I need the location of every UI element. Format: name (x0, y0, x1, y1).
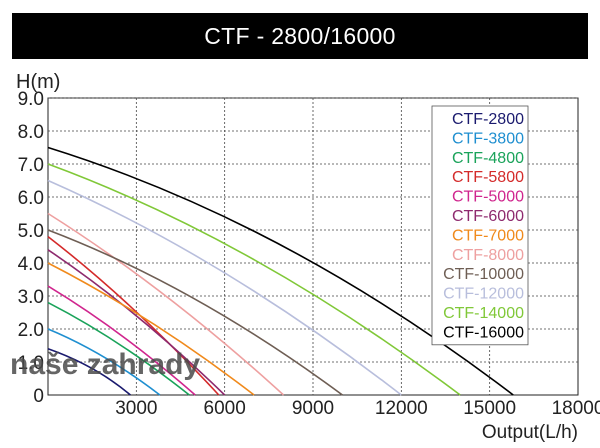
series-line-ctf-6000 (47, 249, 226, 396)
series-line-ctf-5800 (47, 235, 220, 396)
y-tick-label: 0 (33, 386, 44, 407)
watermark-text: naše zahrady (10, 348, 200, 381)
series-line-ctf-8000 (47, 212, 285, 396)
y-tick-label: 9.0 (18, 89, 44, 110)
y-tick-label: 7.0 (18, 155, 44, 176)
x-tick-label: 18000 (552, 398, 600, 419)
legend-entry-ctf-6000: CTF-6000 (452, 208, 524, 225)
x-tick-label: 15000 (463, 398, 516, 419)
series-line-ctf-7000 (47, 262, 255, 396)
x-tick-label: 3000 (115, 398, 157, 419)
series-line-ctf-2800 (47, 348, 131, 396)
legend-entry-ctf-4800: CTF-4800 (452, 150, 524, 167)
x-tick-label: 12000 (375, 398, 428, 419)
legend-entry-ctf-16000: CTF-16000 (443, 324, 524, 341)
legend-entry-ctf-7000: CTF-7000 (452, 227, 524, 244)
x-tick-label: 9000 (292, 398, 334, 419)
y-tick-label: 8.0 (18, 122, 44, 143)
y-axis-label: H(m) (16, 71, 60, 93)
legend-entry-ctf-2800: CTF-2800 (452, 111, 524, 128)
legend-entry-ctf-10000: CTF-10000 (443, 266, 524, 283)
legend-entry-ctf-3800: CTF-3800 (452, 130, 524, 147)
legend-entry-ctf-12000: CTF-12000 (443, 286, 524, 303)
legend-entry-ctf-8000: CTF-8000 (452, 247, 524, 264)
series-line-ctf-12000 (47, 179, 402, 396)
series-line-ctf-4800 (47, 301, 190, 396)
x-axis-label: Output(L/h) (482, 422, 578, 443)
y-tick-label: 4.0 (18, 254, 44, 275)
series-line-ctf-3800 (47, 328, 161, 396)
legend-entry-ctf-5800: CTF-5800 (452, 169, 524, 186)
y-tick-label: 5.0 (18, 221, 44, 242)
series-line-ctf-10000 (47, 229, 343, 396)
legend-entry-ctf-14000: CTF-14000 (443, 305, 524, 322)
y-tick-label: 3.0 (18, 287, 44, 308)
x-tick-label: 6000 (204, 398, 246, 419)
y-tick-label: 2.0 (18, 320, 44, 341)
series-line-ctf-5000 (47, 285, 196, 396)
series-line-ctf-16000 (47, 146, 514, 396)
series-line-ctf-14000 (47, 163, 461, 396)
legend-box (431, 105, 529, 346)
chart-title: CTF - 2800/16000 (12, 13, 588, 59)
y-tick-label: 6.0 (18, 188, 44, 209)
legend-entry-ctf-5000: CTF-5000 (452, 189, 524, 206)
y-tick-label: 1.0 (18, 353, 44, 374)
